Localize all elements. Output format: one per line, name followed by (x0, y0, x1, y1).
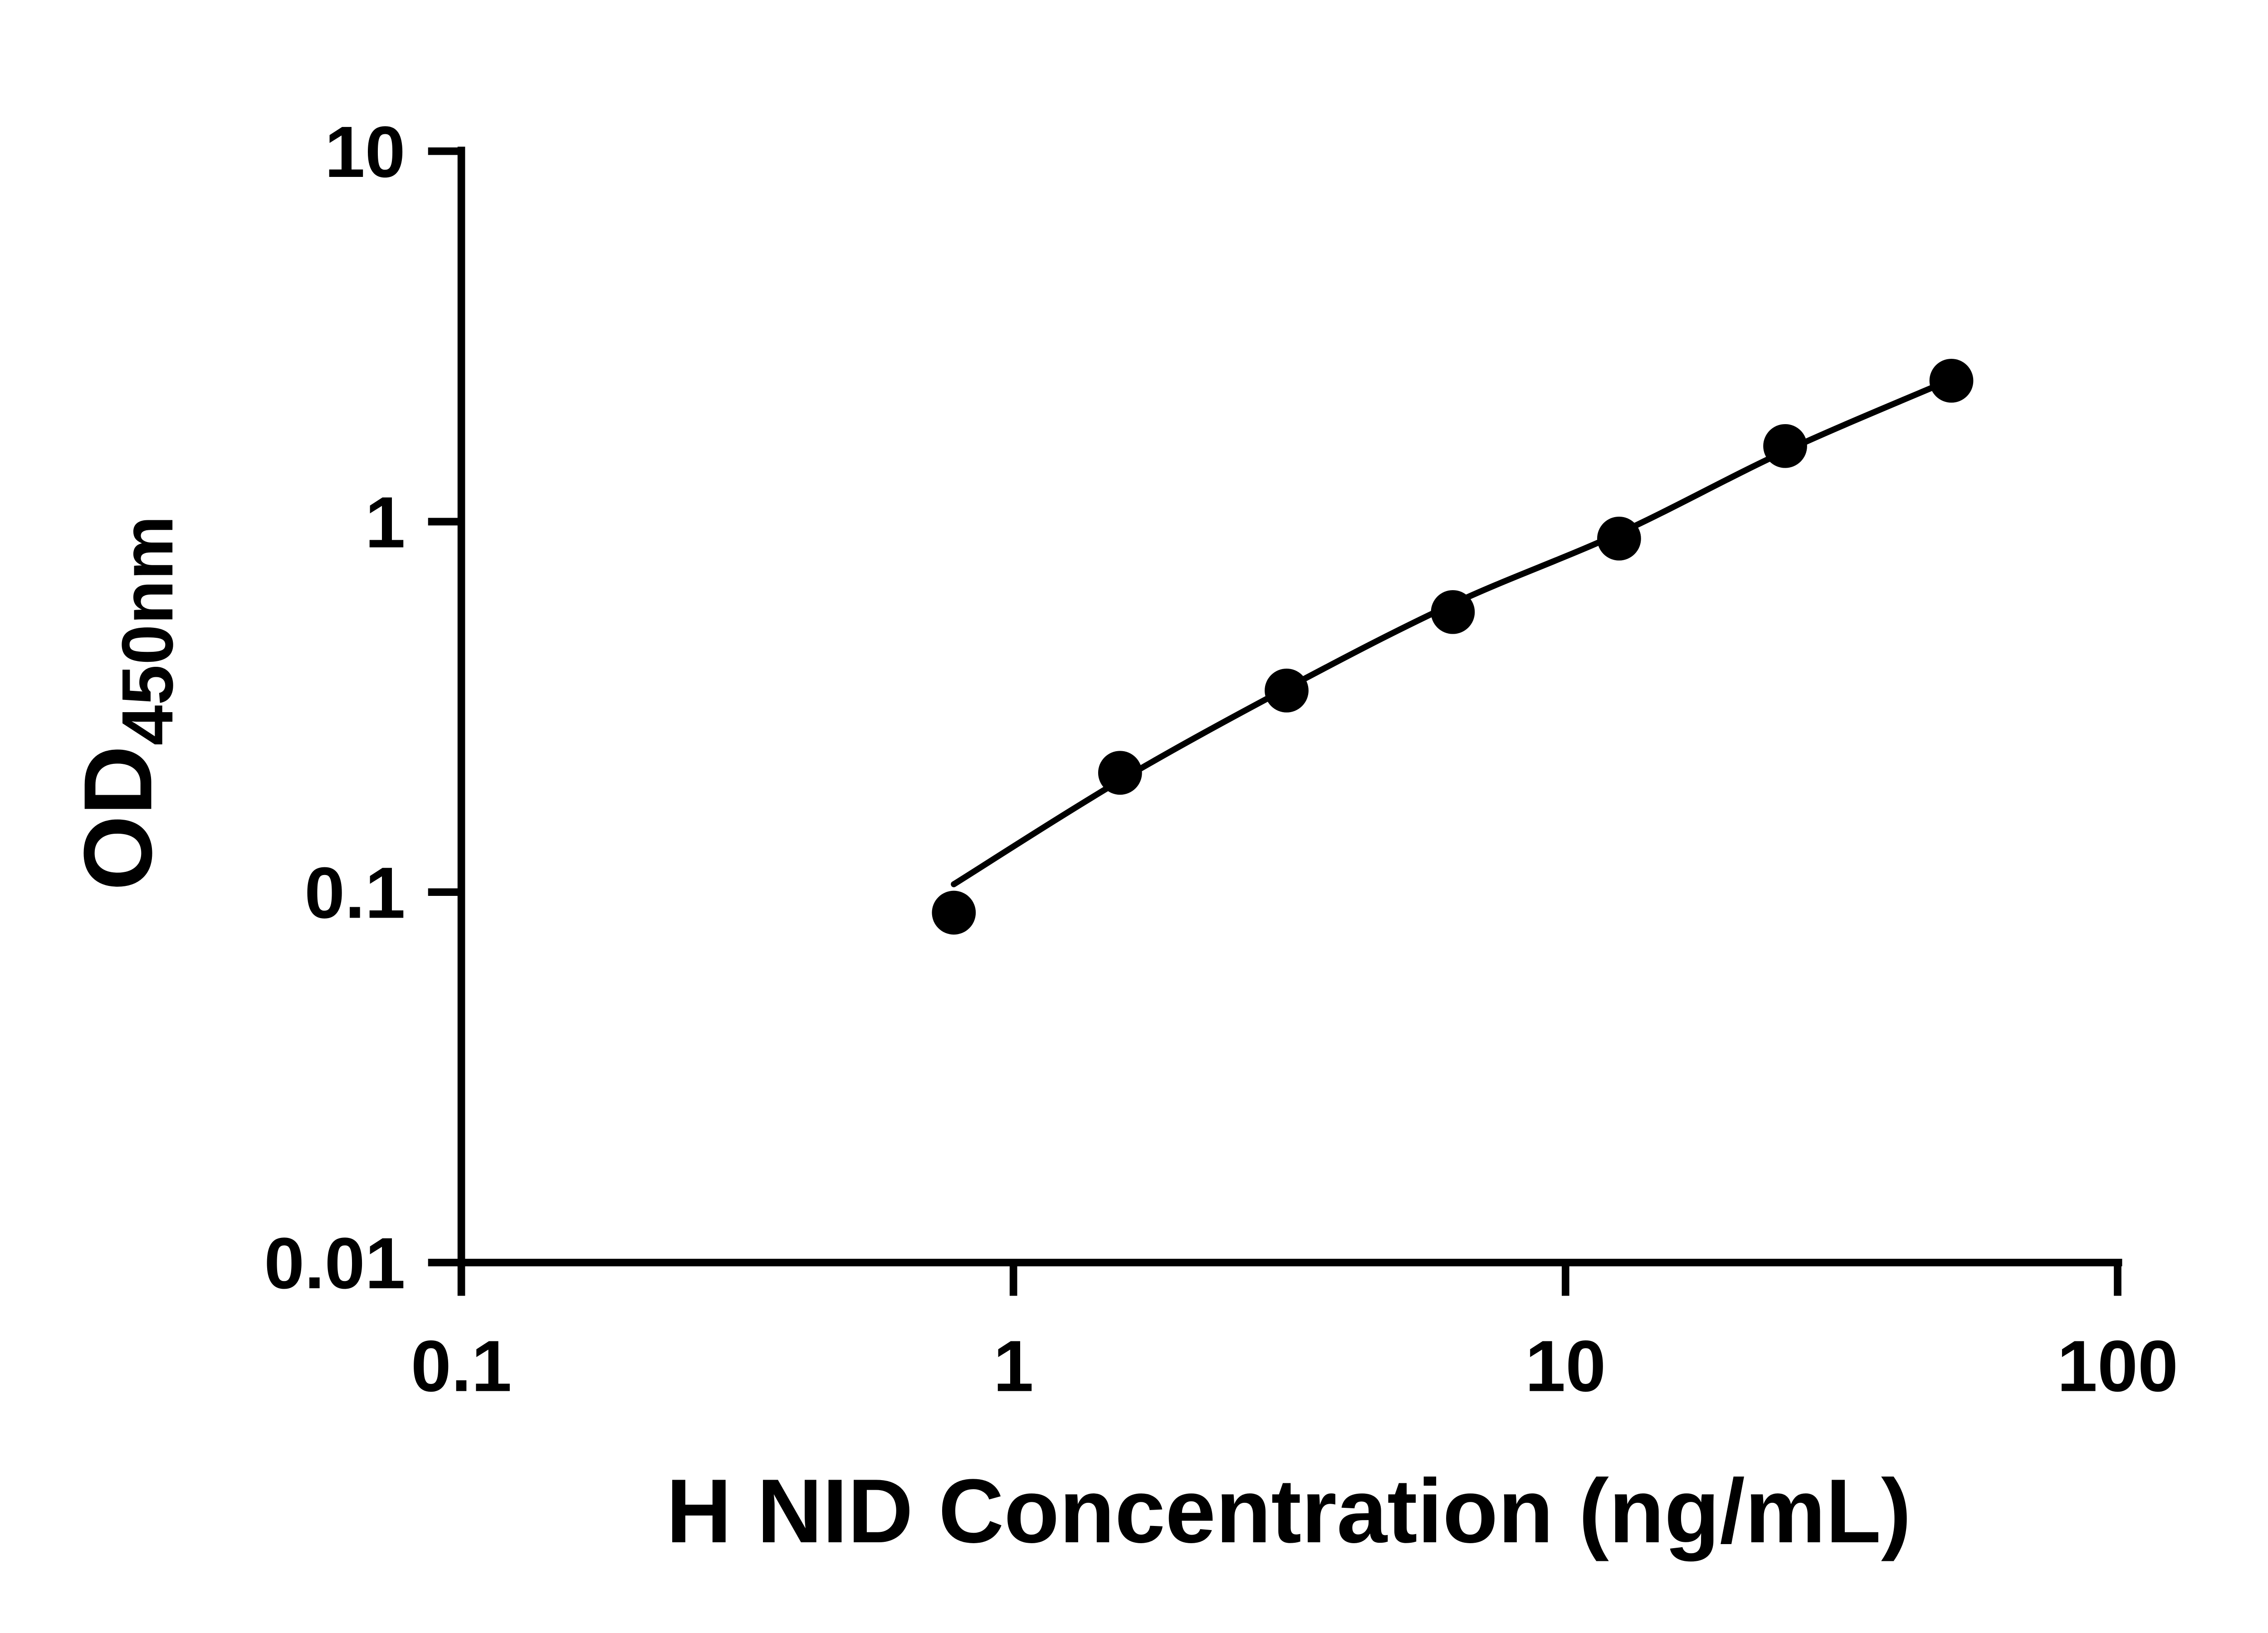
y-axis-title-sub: 450nm (107, 516, 188, 746)
y-axis-tick-label: 0.1 (304, 852, 405, 933)
y-axis-title: OD450nm (64, 516, 188, 891)
y-axis-title-main: OD (64, 745, 172, 890)
data-point (1597, 517, 1641, 561)
data-point (1763, 424, 1807, 468)
data-point (1098, 751, 1142, 795)
x-axis-tick-label: 0.1 (411, 1325, 512, 1407)
data-point (1431, 590, 1475, 634)
y-axis-tick-label: 10 (325, 111, 406, 192)
data-point (1929, 359, 1974, 403)
y-axis-tick-label: 1 (365, 482, 406, 563)
data-layer (932, 359, 1974, 935)
x-axis-tick-label: 100 (2057, 1325, 2178, 1407)
data-point (1265, 669, 1309, 713)
x-axis-tick-label: 10 (1525, 1325, 1606, 1407)
data-point (932, 890, 976, 935)
x-axis-tick-label: 1 (993, 1325, 1034, 1407)
x-axis-title: H NID Concentration (ng/mL) (666, 1461, 1911, 1562)
y-axis-tick-label: 0.01 (264, 1222, 405, 1304)
